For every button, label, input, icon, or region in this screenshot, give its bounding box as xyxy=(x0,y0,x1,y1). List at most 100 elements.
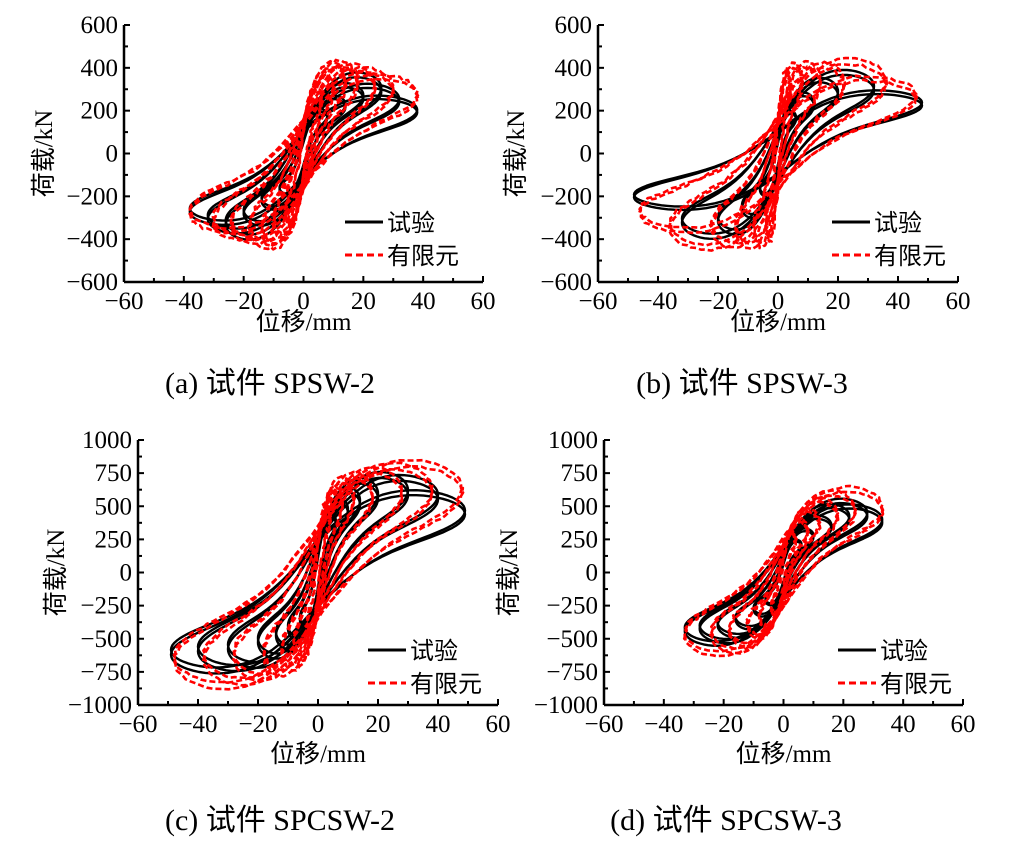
fe-loop-d xyxy=(682,484,885,658)
x-tick-label-a: −20 xyxy=(224,288,263,315)
series-fe-c xyxy=(171,458,465,691)
fe-loop-b xyxy=(764,71,792,238)
y-tick-label-d: −750 xyxy=(546,659,598,686)
fe-loop-b xyxy=(734,59,823,250)
x-tick-label-c: 60 xyxy=(486,711,511,738)
test-loop-d xyxy=(764,540,803,605)
fe-loop-a xyxy=(247,58,360,251)
test-loop-c xyxy=(226,476,410,664)
y-tick-label-c: 750 xyxy=(95,460,133,487)
fe-loop-c xyxy=(232,472,404,675)
fe-loop-b xyxy=(669,62,889,247)
legend-fe-label: 有限元 xyxy=(410,670,482,698)
x-tick-label-a: 40 xyxy=(411,288,436,315)
fe-loop-a xyxy=(248,64,360,244)
y-axis-title-b: 荷载/kN xyxy=(502,110,530,198)
fe-loop-c xyxy=(172,458,465,691)
plot-area-d xyxy=(682,484,885,658)
y-tick-label-c: 250 xyxy=(95,526,133,553)
test-loop-c xyxy=(226,470,410,669)
x-tick-label-b: 0 xyxy=(772,288,785,315)
x-tick-label-d: −60 xyxy=(584,711,623,738)
test-loop-d xyxy=(698,501,869,641)
fe-loop-a xyxy=(211,70,396,239)
caption-b: (b) 试件 SPSW-3 xyxy=(636,367,848,400)
y-tick-label-b: 200 xyxy=(555,98,593,125)
x-tick-label-a: 0 xyxy=(297,288,310,315)
legend-test-label: 试验 xyxy=(410,637,458,665)
fe-loop-d xyxy=(745,510,822,636)
fe-loop-a xyxy=(229,68,378,242)
y-tick-label-d: −1000 xyxy=(534,692,598,719)
y-tick-label-c: −250 xyxy=(80,593,132,620)
x-tick-label-b: 60 xyxy=(946,288,971,315)
fe-loop-d xyxy=(727,500,840,645)
y-tick-label-a: 400 xyxy=(81,55,119,82)
x-tick-label-d: 40 xyxy=(891,711,916,738)
y-tick-label-c: 1000 xyxy=(82,427,132,454)
x-tick-label-a: −60 xyxy=(104,288,143,315)
x-axis-title-d: 位移/mm xyxy=(736,740,832,768)
x-tick-label-c: 40 xyxy=(426,711,451,738)
x-tick-label-d: −40 xyxy=(644,711,683,738)
legend-fe-label: 有限元 xyxy=(880,670,952,698)
legend-test-label: 试验 xyxy=(880,637,928,665)
y-tick-label-d: 1000 xyxy=(548,427,598,454)
caption-a: (a) 试件 SPSW-2 xyxy=(165,367,375,400)
y-tick-label-d: 750 xyxy=(561,460,599,487)
y-tick-label-b: 600 xyxy=(555,12,593,39)
y-tick-label-d: 0 xyxy=(586,560,599,587)
fe-loop-d xyxy=(682,490,885,653)
y-tick-label-b: −400 xyxy=(540,226,592,253)
series-test-a xyxy=(188,71,419,241)
x-tick-label-b: 40 xyxy=(886,288,911,315)
fe-loop-a xyxy=(229,61,377,246)
fe-loop-a xyxy=(187,72,420,235)
test-loop-a xyxy=(206,86,401,230)
y-tick-label-a: −200 xyxy=(66,183,118,210)
x-tick-label-c: −40 xyxy=(178,711,217,738)
x-tick-label-d: 0 xyxy=(777,711,790,738)
x-tick-label-d: 20 xyxy=(831,711,856,738)
caption-d: (d) 试件 SPCSW-3 xyxy=(610,804,842,837)
fe-loop-a xyxy=(211,65,395,242)
fe-loop-d xyxy=(769,531,798,615)
series-fe-d xyxy=(682,484,885,658)
x-tick-label-c: −60 xyxy=(118,711,157,738)
y-tick-label-a: −400 xyxy=(66,226,118,253)
y-tick-label-a: 0 xyxy=(106,141,119,168)
x-tick-label-b: −20 xyxy=(698,288,737,315)
x-tick-label-b: −40 xyxy=(638,288,677,315)
caption-c: (c) 试件 SPCSW-2 xyxy=(165,804,395,837)
y-axis-title-c: 荷载/kN xyxy=(42,529,70,617)
x-tick-label-b: 20 xyxy=(826,288,851,315)
x-tick-label-d: 60 xyxy=(951,711,976,738)
y-axis-title-d: 荷载/kN xyxy=(495,529,523,617)
legend-test-label: 试验 xyxy=(874,209,922,237)
y-tick-label-d: 500 xyxy=(561,493,599,520)
plot-area-b xyxy=(632,56,924,252)
plot-area-c xyxy=(169,458,467,691)
fe-loop-a xyxy=(271,74,336,235)
y-tick-label-c: 0 xyxy=(120,560,133,587)
y-axis-title-a: 荷载/kN xyxy=(30,110,58,198)
fe-loop-d xyxy=(757,520,810,627)
x-tick-label-a: 60 xyxy=(471,288,496,315)
test-loop-c xyxy=(169,494,467,669)
y-tick-label-c: −750 xyxy=(80,659,132,686)
test-loop-b xyxy=(680,73,876,235)
legend-test-label: 试验 xyxy=(387,209,435,237)
x-tick-label-c: 0 xyxy=(312,711,325,738)
fe-loop-c xyxy=(202,468,434,679)
y-tick-label-d: −250 xyxy=(546,593,598,620)
x-axis-title-c: 位移/mm xyxy=(270,740,366,768)
y-tick-label-c: −1000 xyxy=(68,692,132,719)
x-axis-title-b: 位移/mm xyxy=(730,308,826,336)
y-tick-label-a: 600 xyxy=(81,12,119,39)
